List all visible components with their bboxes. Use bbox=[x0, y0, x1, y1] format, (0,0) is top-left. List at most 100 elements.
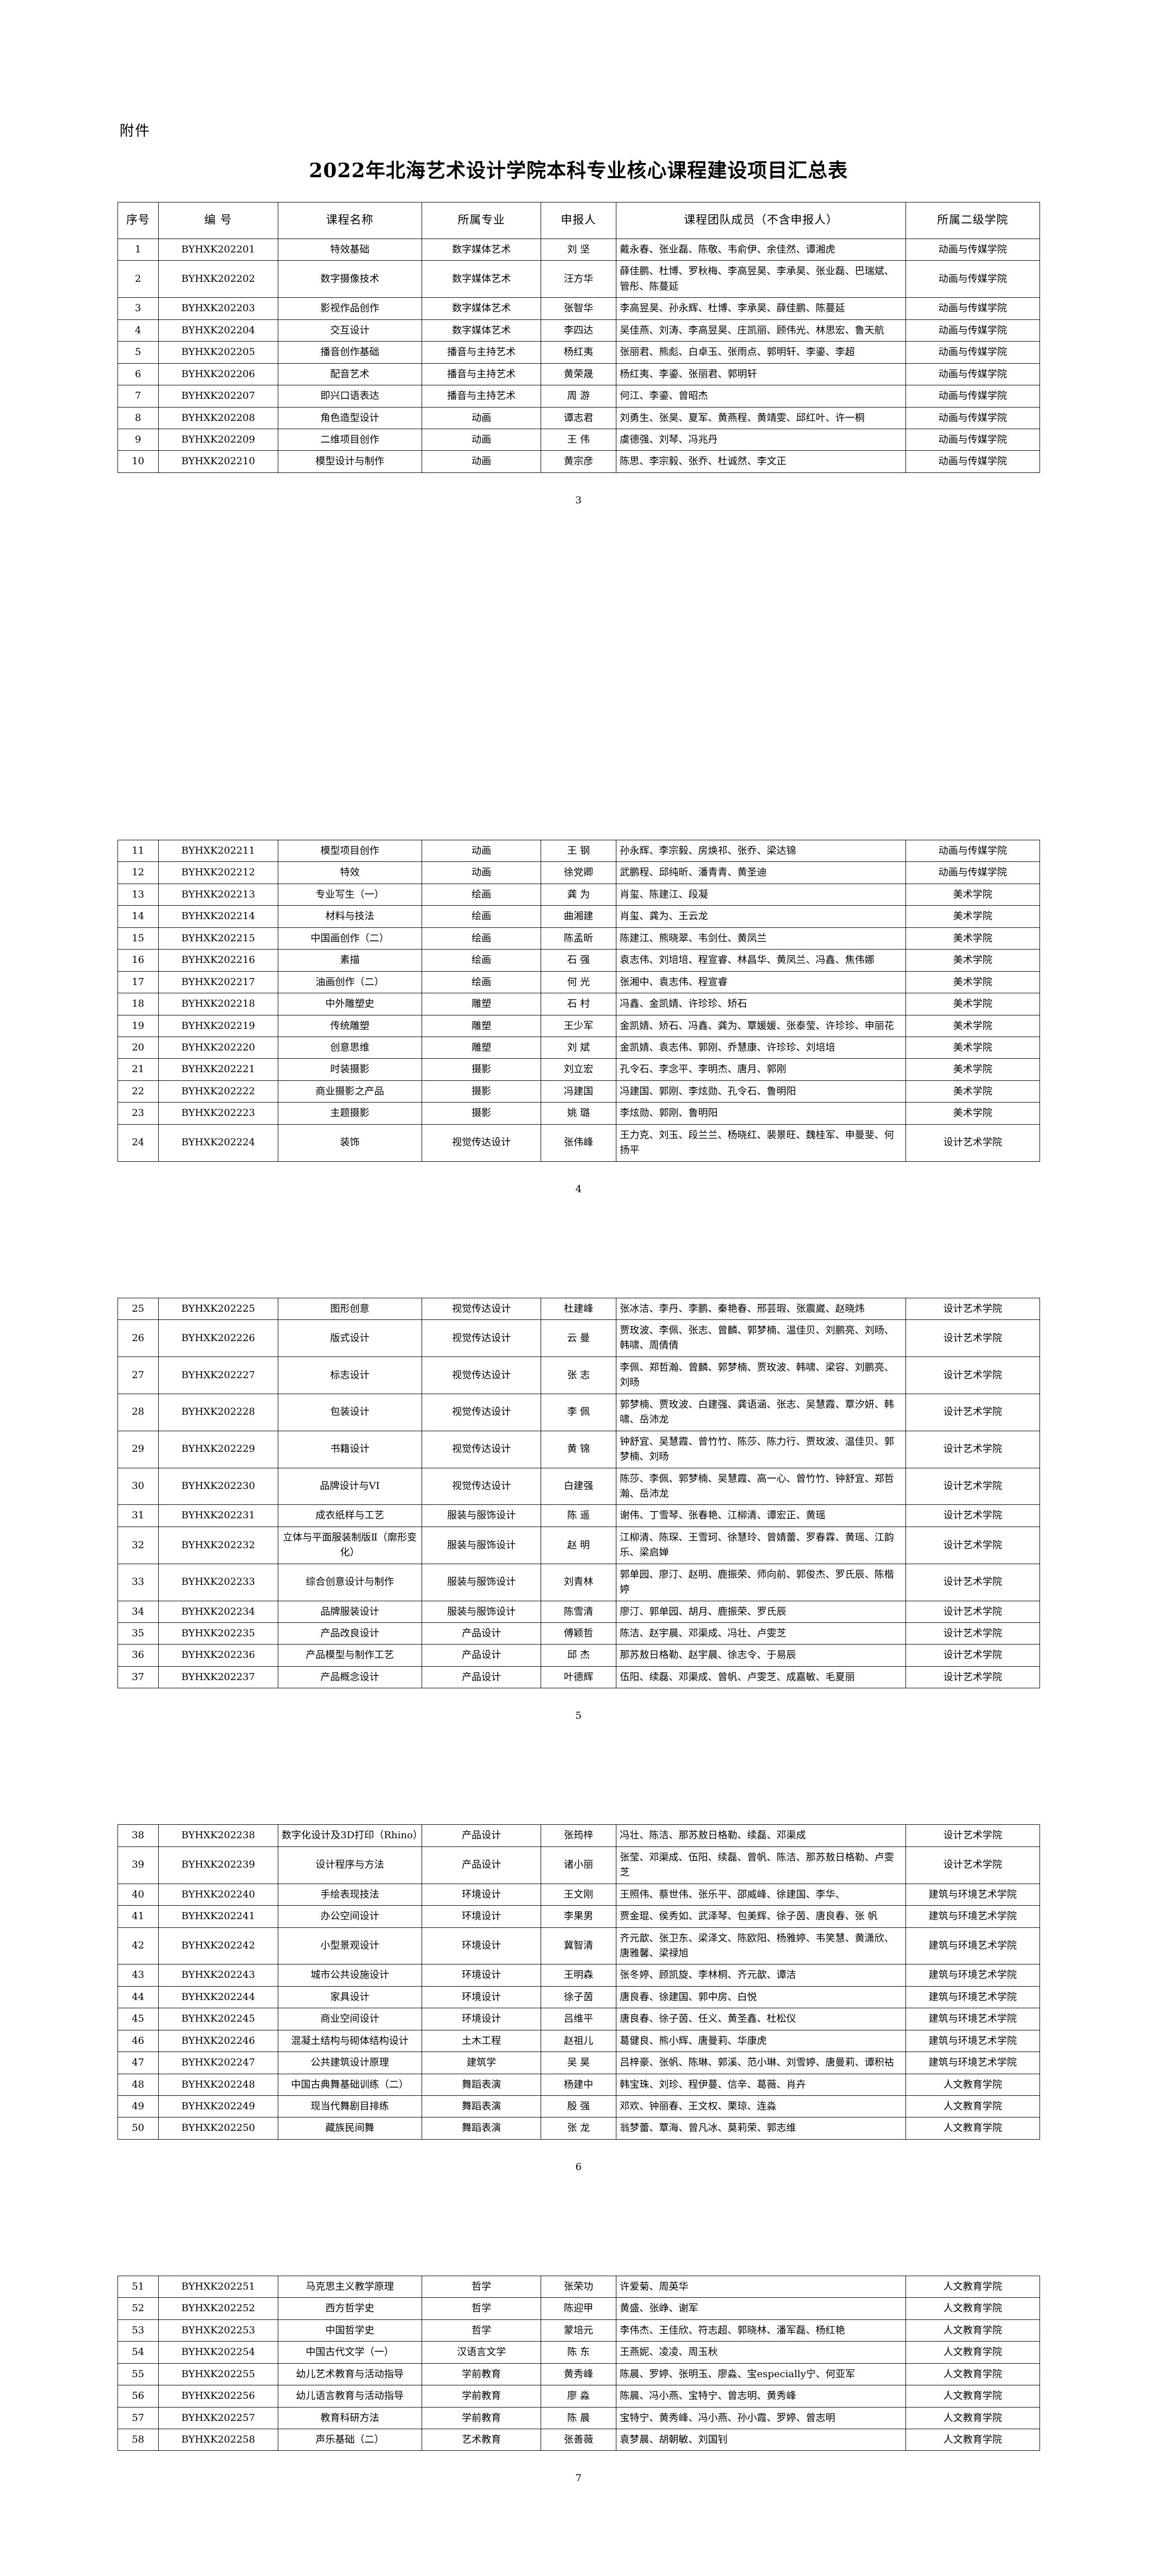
cell-major: 视觉传达设计 bbox=[421, 1124, 542, 1162]
cell-code: BYHXK202212 bbox=[158, 861, 278, 884]
table-body: 11 BYHXK202211 模型项目创作 动画王 钢孙永辉、李宗毅、房焕祁、张乔、梁… bbox=[117, 839, 1040, 1162]
cell-team: 陈建江、熊晓翠、韦剑仕、黄凤兰 bbox=[615, 927, 907, 950]
cell-no: 34 bbox=[117, 1600, 159, 1623]
cell-applicant: 张伟峰 bbox=[541, 1124, 616, 1162]
cell-no: 54 bbox=[117, 2341, 159, 2364]
cell-course: 交互设计 bbox=[277, 319, 422, 342]
cell-no: 25 bbox=[117, 1297, 159, 1320]
cell-team: 杨红夷、李鎏、张丽君、郭明轩 bbox=[615, 363, 907, 386]
table-row: 43 BYHXK202243 城市公共设施设计 环境设计 王明森 张冬婷、顾凯旋、李林桐、… bbox=[117, 1964, 1040, 1987]
cell-applicant: 赵 明 bbox=[541, 1526, 616, 1564]
cell-code: BYHXK202224 bbox=[158, 1124, 278, 1162]
cell-team: 廖汀、郭单园、胡月、鹿振荣、罗氏辰 bbox=[615, 1600, 907, 1623]
cell-college: 美术学院 bbox=[906, 1058, 1040, 1081]
cell-team: 谢伟、丁雪琴、张春艳、江柳清、谭宏正、黄瑶 bbox=[615, 1504, 907, 1527]
cell-code: BYHXK202246 bbox=[158, 2029, 278, 2053]
cell-major: 播音与主持艺术 bbox=[421, 385, 542, 408]
page-title: 2022年北海艺术设计学院本科专业核心课程建设项目汇总表 bbox=[309, 159, 848, 182]
cell-code: BYHXK202226 bbox=[158, 1319, 278, 1357]
table-row: 20 BYHXK202220 创意思维 雕塑刘 斌金凯婧、袁志伟、郭刚、乔慧康、许珍珍… bbox=[117, 1036, 1040, 1059]
cell-major: 产品设计 bbox=[421, 1644, 542, 1667]
cell-applicant: 陈 东 bbox=[541, 2341, 616, 2364]
cell-team: 金凯婧、袁志伟、郭刚、乔慧康、许珍珍、刘培培 bbox=[615, 1036, 907, 1059]
cell-applicant: 赵祖儿 bbox=[541, 2029, 616, 2053]
cell-applicant: 王 钢 bbox=[541, 839, 616, 862]
cell-applicant: 刘青林 bbox=[541, 1563, 616, 1601]
cell-major: 服装与服饰设计 bbox=[421, 1504, 542, 1527]
cell-major: 播音与主持艺术 bbox=[421, 341, 542, 364]
cell-team: 李高昱昊、孙永辉、杜博、李承昊、薛佳鹏、陈蔓延 bbox=[615, 297, 907, 320]
cell-course: 小型景观设计 bbox=[277, 1927, 422, 1965]
cell-code: BYHXK202248 bbox=[158, 2073, 278, 2096]
course-table-page-3: 25 BYHXK202225 图形创意 视觉传达设计 杜建峰 张冰洁、李丹、李鹏、秦艳春、… bbox=[0, 1297, 1157, 1689]
cell-team: 肖玺、陈建江、段凝 bbox=[615, 883, 907, 906]
cell-course: 品牌服装设计 bbox=[277, 1600, 422, 1623]
cell-code: BYHXK202213 bbox=[158, 883, 278, 906]
cell-no: 6 bbox=[117, 363, 159, 386]
document-page-2: 11 BYHXK202211 模型项目创作 动画王 钢孙永辉、李宗毅、房焕祁、张乔、梁… bbox=[0, 737, 1157, 1195]
table-row: 16 BYHXK202216 素描 绘画石 强袁志伟、刘培培、程宣睿、林昌华、黄凤兰、… bbox=[117, 949, 1040, 972]
cell-code: BYHXK202227 bbox=[158, 1356, 278, 1394]
cell-code: BYHXK202250 bbox=[158, 2117, 278, 2140]
cell-applicant: 汪方华 bbox=[541, 260, 616, 298]
cell-no: 30 bbox=[117, 1467, 159, 1505]
cell-major: 土木工程 bbox=[421, 2029, 542, 2053]
cell-major: 服装与服饰设计 bbox=[421, 1526, 542, 1564]
cell-no: 46 bbox=[117, 2029, 159, 2053]
cell-course: 家具设计 bbox=[277, 1986, 422, 2009]
cell-applicant: 何 光 bbox=[541, 971, 616, 994]
cell-code: BYHXK202244 bbox=[158, 1986, 278, 2009]
cell-major: 汉语言文学 bbox=[421, 2341, 542, 2364]
cell-code: BYHXK202214 bbox=[158, 905, 278, 928]
cell-college: 人文教育学院 bbox=[906, 2385, 1040, 2408]
cell-code: BYHXK202258 bbox=[158, 2428, 278, 2451]
cell-code: BYHXK202238 bbox=[158, 1824, 278, 1847]
cell-applicant: 白建强 bbox=[541, 1467, 616, 1505]
cell-major: 环境设计 bbox=[421, 1964, 542, 1987]
cell-team: 翁梦蕾、覃海、曾凡冰、莫莉荣、郭志维 bbox=[615, 2117, 907, 2140]
cell-applicant: 徐子茵 bbox=[541, 1986, 616, 2009]
table-row: 35 BYHXK202235 产品改良设计 产品设计 傅颖哲 陈洁、赵宇晨、邓渠成、冯壮、… bbox=[117, 1622, 1040, 1645]
cell-college: 人文教育学院 bbox=[906, 2363, 1040, 2386]
cell-course: 中国古代文学（一） bbox=[277, 2341, 422, 2364]
cell-no: 48 bbox=[117, 2073, 159, 2096]
cell-course: 声乐基础（二） bbox=[277, 2428, 422, 2451]
cell-team: 王照伟、蔡世伟、张乐平、邵威峰、徐建国、李华、 bbox=[615, 1883, 907, 1906]
cell-no: 4 bbox=[117, 319, 159, 342]
cell-code: BYHXK202203 bbox=[158, 297, 278, 320]
cell-course: 现当代舞剧目排练 bbox=[277, 2095, 422, 2118]
cell-applicant: 刘立宏 bbox=[541, 1058, 616, 1081]
cell-applicant: 杜建峰 bbox=[541, 1297, 616, 1320]
cell-college: 设计艺术学院 bbox=[906, 1504, 1040, 1527]
cell-major: 动画 bbox=[421, 428, 542, 451]
cell-major: 艺术教育 bbox=[421, 2428, 542, 2451]
cell-code: BYHXK202205 bbox=[158, 341, 278, 364]
cell-applicant: 杨建中 bbox=[541, 2073, 616, 2096]
cell-college: 建筑与环境艺术学院 bbox=[906, 2052, 1040, 2074]
cell-code: BYHXK202235 bbox=[158, 1622, 278, 1645]
cell-college: 人文教育学院 bbox=[906, 2297, 1040, 2320]
cell-major: 数字媒体艺术 bbox=[421, 260, 542, 298]
cell-code: BYHXK202219 bbox=[158, 1014, 278, 1037]
cell-team: 陈晨、罗婷、张明玉、廖淼、宝especially宁、何亚军 bbox=[615, 2363, 907, 2386]
cell-course: 时装摄影 bbox=[277, 1058, 422, 1081]
cell-course: 油画创作（二） bbox=[277, 971, 422, 994]
cell-major: 环境设计 bbox=[421, 1905, 542, 1928]
cell-major: 视觉传达设计 bbox=[421, 1356, 542, 1394]
cell-major: 产品设计 bbox=[421, 1622, 542, 1645]
table-row: 47 BYHXK202247 公共建筑设计原理 建筑学吴 昊吕梓豪、张帆、陈琳、郭溪、… bbox=[117, 2052, 1040, 2074]
page-number: 6 bbox=[575, 2161, 582, 2173]
header-course: 课程名称 bbox=[277, 202, 422, 239]
cell-college: 动画与传媒学院 bbox=[906, 428, 1040, 451]
cell-code: BYHXK202251 bbox=[158, 2275, 278, 2298]
cell-no: 13 bbox=[117, 883, 159, 906]
cell-course: 素描 bbox=[277, 949, 422, 972]
cell-course: 数字摄像技术 bbox=[277, 260, 422, 298]
cell-applicant: 周 游 bbox=[541, 385, 616, 408]
cell-applicant: 冀智清 bbox=[541, 1927, 616, 1965]
cell-college: 设计艺术学院 bbox=[906, 1600, 1040, 1623]
cell-college: 人文教育学院 bbox=[906, 2275, 1040, 2298]
cell-code: BYHXK202232 bbox=[158, 1526, 278, 1564]
cell-code: BYHXK202252 bbox=[158, 2297, 278, 2320]
cell-major: 摄影 bbox=[421, 1102, 542, 1125]
